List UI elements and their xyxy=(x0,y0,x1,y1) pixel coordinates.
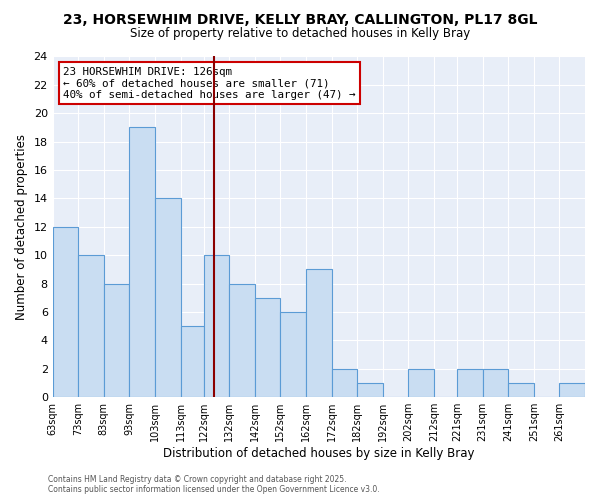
Bar xyxy=(332,369,357,397)
Bar xyxy=(306,270,332,397)
Bar xyxy=(409,369,434,397)
Bar xyxy=(508,383,534,397)
Bar xyxy=(229,284,255,397)
Bar xyxy=(357,383,383,397)
Bar xyxy=(130,128,155,397)
Bar xyxy=(155,198,181,397)
Bar xyxy=(457,369,482,397)
Bar xyxy=(482,369,508,397)
Text: Contains public sector information licensed under the Open Government Licence v3: Contains public sector information licen… xyxy=(48,485,380,494)
Text: Contains HM Land Registry data © Crown copyright and database right 2025.: Contains HM Land Registry data © Crown c… xyxy=(48,475,347,484)
X-axis label: Distribution of detached houses by size in Kelly Bray: Distribution of detached houses by size … xyxy=(163,447,475,460)
Bar xyxy=(255,298,280,397)
Text: 23 HORSEWHIM DRIVE: 126sqm
← 60% of detached houses are smaller (71)
40% of semi: 23 HORSEWHIM DRIVE: 126sqm ← 60% of deta… xyxy=(64,66,356,100)
Bar xyxy=(181,326,203,397)
Bar xyxy=(559,383,585,397)
Bar xyxy=(78,255,104,397)
Bar xyxy=(203,255,229,397)
Bar xyxy=(53,227,78,397)
Bar xyxy=(104,284,130,397)
Text: 23, HORSEWHIM DRIVE, KELLY BRAY, CALLINGTON, PL17 8GL: 23, HORSEWHIM DRIVE, KELLY BRAY, CALLING… xyxy=(63,12,537,26)
Text: Size of property relative to detached houses in Kelly Bray: Size of property relative to detached ho… xyxy=(130,28,470,40)
Bar xyxy=(280,312,306,397)
Y-axis label: Number of detached properties: Number of detached properties xyxy=(15,134,28,320)
